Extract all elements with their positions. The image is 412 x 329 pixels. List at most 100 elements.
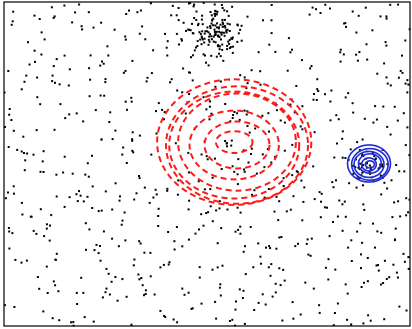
scatter-point — [55, 252, 58, 255]
scatter-point — [198, 276, 201, 279]
scatter-point — [402, 252, 405, 255]
scatter-point — [324, 266, 327, 269]
scatter-point — [333, 156, 336, 159]
scatter-point — [386, 125, 389, 128]
scatter-point — [225, 142, 228, 144]
scatter-point — [377, 167, 380, 170]
contour-lines — [156, 78, 392, 206]
scatter-point — [376, 72, 379, 75]
scatter-point — [120, 223, 123, 226]
scatter-point — [216, 22, 218, 25]
scatter-point — [210, 22, 213, 25]
scatter-point — [157, 102, 160, 105]
scatter-point — [100, 209, 103, 212]
scatter-point — [384, 41, 387, 44]
scatter-point — [27, 41, 29, 44]
scatter-point — [128, 9, 130, 12]
scatter-point — [53, 128, 56, 131]
scatter-point — [373, 155, 376, 158]
scatter-point — [227, 40, 230, 43]
scatter-point — [397, 3, 400, 6]
scatter-point — [55, 195, 58, 198]
scatter-point — [347, 92, 350, 95]
scatter-point — [182, 67, 185, 70]
scatter-point — [50, 214, 53, 217]
scatter-point — [275, 195, 278, 198]
scatter-point — [335, 114, 338, 117]
scatter-point — [91, 154, 93, 157]
scatter-point — [201, 38, 204, 41]
scatter-point — [261, 153, 264, 156]
scatter-point — [234, 230, 237, 233]
scatter-point — [205, 212, 208, 215]
scatter-point — [304, 281, 307, 284]
scatter-point — [213, 28, 216, 31]
scatter-point — [219, 283, 222, 286]
scatter-point — [355, 186, 358, 189]
scatter-point — [228, 320, 231, 322]
scatter-point — [382, 105, 385, 108]
scatter-point — [316, 88, 319, 91]
red-dashed-contour — [203, 120, 271, 170]
scatter-point — [350, 260, 353, 262]
scatter-point — [286, 69, 289, 72]
scatter-point — [244, 245, 246, 248]
scatter-point — [379, 15, 382, 18]
scatter-point — [360, 253, 362, 256]
scatter-point — [174, 142, 177, 145]
scatter-point — [242, 250, 245, 253]
scatter-point — [291, 143, 294, 146]
scatter-point — [208, 35, 211, 38]
scatter-point — [401, 71, 404, 74]
scatter-point — [227, 14, 230, 17]
scatter-point — [180, 38, 183, 41]
scatter-point — [208, 105, 211, 108]
scatter-point — [380, 283, 383, 286]
scatter-point — [324, 3, 327, 6]
scatter-point — [50, 6, 53, 9]
scatter-point — [263, 196, 266, 199]
scatter-point — [395, 271, 398, 274]
scatter-point — [78, 3, 81, 6]
scatter-point — [138, 32, 141, 35]
scatter-point — [226, 44, 229, 47]
scatter-point — [219, 80, 222, 83]
scatter-point — [141, 25, 144, 28]
scatter-point — [201, 36, 204, 39]
scatter-point — [42, 150, 45, 153]
scatter-point — [267, 112, 270, 115]
scatter-point — [111, 237, 114, 240]
scatter-point — [238, 288, 241, 291]
scatter-point — [119, 195, 121, 198]
scatter-point — [375, 264, 378, 267]
scatter-point — [72, 321, 75, 324]
scatter-point — [231, 117, 234, 119]
scatter-point — [352, 172, 355, 175]
scatter-point — [399, 215, 402, 218]
scatter-point — [319, 216, 322, 219]
scatter-point — [369, 319, 372, 322]
scatter-point — [303, 186, 306, 189]
scatter-point — [214, 300, 217, 303]
scatter-point — [334, 268, 337, 271]
scatter-point — [231, 51, 234, 54]
scatter-point — [94, 109, 97, 112]
scatter-point — [246, 110, 249, 113]
scatter-point — [131, 149, 134, 152]
scatter-point — [52, 16, 55, 19]
scatter-point — [230, 144, 233, 147]
scatter-point — [207, 64, 210, 67]
scatter-point — [315, 99, 318, 101]
scatter-point — [8, 113, 11, 116]
scatter-point — [270, 161, 273, 164]
scatter-point — [224, 140, 227, 142]
scatter-point — [309, 67, 312, 70]
scatter-point — [166, 40, 169, 43]
scatter-point — [109, 111, 112, 114]
scatter-point — [100, 138, 103, 141]
scatter-points — [3, 1, 411, 327]
scatter-point — [16, 148, 19, 151]
scatter-point — [327, 258, 330, 261]
scatter-point — [396, 119, 399, 122]
scatter-point — [203, 41, 206, 44]
